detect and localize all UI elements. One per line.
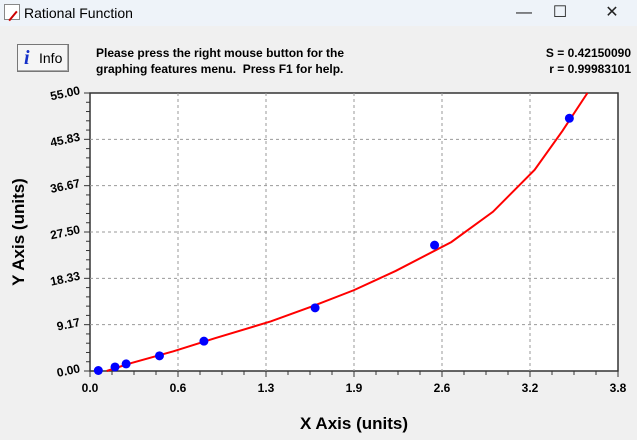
- x-tick-label: 0.6: [170, 381, 187, 395]
- y-tick-label: 55.00: [49, 83, 82, 103]
- window-title: Rational Function: [24, 5, 133, 21]
- fit-curve: [106, 92, 589, 372]
- info-button[interactable]: i Info: [17, 44, 69, 72]
- app-icon: [4, 4, 20, 20]
- y-tick-label: 27.50: [49, 222, 82, 242]
- stat-r: r = 0.99983101: [549, 62, 631, 76]
- y-tick-label: 18.33: [49, 269, 82, 289]
- title-bar: Rational Function — ☐ ✕: [0, 0, 637, 26]
- x-tick-label: 1.3: [258, 381, 275, 395]
- data-point: [310, 303, 320, 313]
- info-label: Info: [39, 50, 63, 66]
- x-tick-label: 1.9: [346, 381, 363, 395]
- y-tick-label: 9.17: [56, 315, 82, 334]
- data-point: [430, 240, 440, 250]
- data-point: [121, 359, 131, 369]
- fit-stats: S = 0.42150090 r = 0.99983101: [546, 45, 631, 77]
- x-tick-label: 3.8: [610, 381, 627, 395]
- data-point: [199, 336, 209, 346]
- info-icon: i: [24, 47, 30, 69]
- y-tick-label: 45.83: [49, 130, 82, 150]
- x-tick-label: 3.2: [522, 381, 539, 395]
- data-point: [110, 362, 120, 372]
- y-tick-label: 0.00: [56, 361, 82, 380]
- help-line-2: graphing features menu. Press F1 for hel…: [96, 62, 344, 76]
- minimize-button[interactable]: —: [516, 4, 532, 21]
- data-point: [154, 351, 164, 361]
- help-message: Please press the right mouse button for …: [96, 45, 344, 77]
- maximize-button[interactable]: ☐: [552, 4, 568, 21]
- close-button[interactable]: ✕: [605, 4, 619, 21]
- x-tick-label: 2.6: [434, 381, 451, 395]
- y-axis-title: Y Axis (units): [9, 178, 28, 286]
- help-line-1: Please press the right mouse button for …: [96, 46, 345, 60]
- x-tick-label: 0.0: [82, 381, 99, 395]
- y-tick-label: 36.67: [49, 176, 82, 196]
- x-axis-title: X Axis (units): [300, 414, 408, 433]
- data-point: [93, 365, 103, 375]
- stat-s: S = 0.42150090: [545, 46, 631, 60]
- data-point: [564, 113, 574, 123]
